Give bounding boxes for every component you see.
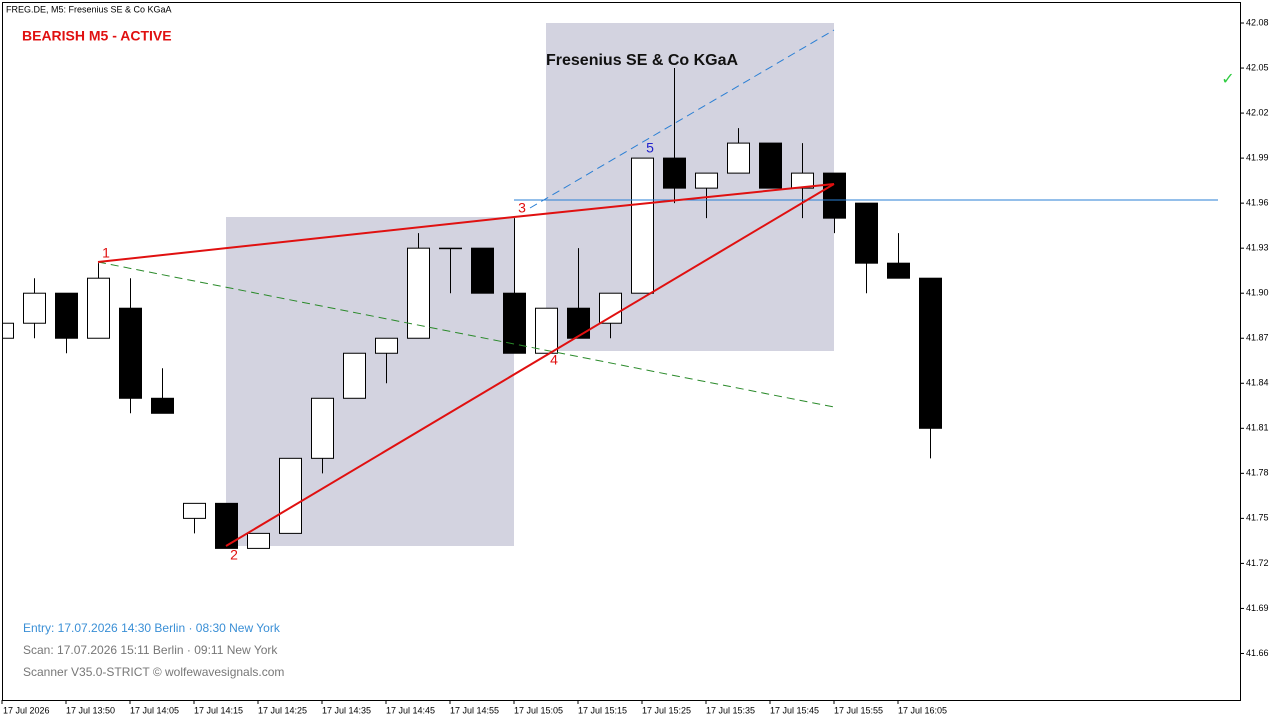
footer-credit: Scanner V35.0-STRICT © wolfewavesignals.… — [23, 665, 284, 679]
y-tick-label: 41.87 — [1246, 333, 1269, 343]
candle-body — [535, 307, 558, 354]
x-tick-label: 17 Jul 2026 — [3, 705, 50, 715]
wave-label: 3 — [518, 200, 526, 216]
candle-body — [503, 292, 526, 354]
x-tick-label: 17 Jul 15:05 — [514, 705, 563, 715]
zone — [226, 217, 514, 546]
overlay-front: 1 2 3 4 5 — [97, 29, 1218, 563]
x-tick-label: 17 Jul 14:05 — [130, 705, 179, 715]
candle-body — [183, 502, 206, 519]
y-tick-label: 41.81 — [1246, 423, 1269, 433]
x-tick-label: 17 Jul 13:50 — [66, 705, 115, 715]
overlay-back — [226, 23, 834, 546]
zone — [546, 23, 834, 351]
x-tick-label: 17 Jul 14:45 — [386, 705, 435, 715]
candle-body — [919, 277, 942, 429]
check-mark: ✓ — [1221, 71, 1234, 88]
candle-body — [23, 292, 46, 324]
trend-line — [97, 261, 835, 408]
x-tick-label: 17 Jul 15:55 — [834, 705, 883, 715]
y-tick-label: 42.02 — [1246, 107, 1269, 117]
candle-body — [887, 262, 910, 279]
y-tick-label: 42.05 — [1246, 62, 1269, 72]
trend-line — [529, 29, 835, 209]
candle-body — [279, 457, 302, 534]
candle-body — [215, 502, 238, 549]
y-tick-label: 41.66 — [1246, 648, 1269, 658]
status: BEARISH M5 - ACTIVE — [22, 28, 172, 44]
candle-body — [119, 307, 142, 399]
candles — [2, 68, 942, 549]
y-tick-label: 42.08 — [1246, 17, 1269, 27]
footer-entry: Entry: 17.07.2026 14:30 Berlin · 08:30 N… — [23, 621, 281, 635]
header: FREG.DE, M5: Fresenius SE & Co KGaA — [6, 4, 172, 14]
y-tick-label: 41.84 — [1246, 378, 1269, 388]
x-tick-label: 17 Jul 15:25 — [642, 705, 691, 715]
candle-body — [439, 247, 462, 250]
x-tick-label: 17 Jul 14:35 — [322, 705, 371, 715]
wave-label: 5 — [646, 140, 654, 156]
plot-border — [2, 2, 1241, 701]
x-tick-label: 17 Jul 14:55 — [450, 705, 499, 715]
candle-body — [311, 397, 334, 459]
wave-label: 4 — [550, 352, 558, 368]
y-tick-label: 41.78 — [1246, 468, 1269, 478]
candle-body — [631, 157, 654, 294]
x-tick-label: 17 Jul 15:15 — [578, 705, 627, 715]
candle-body — [599, 292, 622, 324]
candle-body — [727, 142, 750, 174]
candle-body — [343, 352, 366, 399]
x-tick-label: 17 Jul 14:25 — [258, 705, 307, 715]
y-tick-label: 41.90 — [1246, 288, 1269, 298]
wave-label: 2 — [230, 547, 238, 563]
wave-line — [225, 183, 835, 547]
candle-body — [695, 172, 718, 189]
wave-line — [97, 183, 835, 263]
y-tick-label: 41.96 — [1246, 198, 1269, 208]
candle-body — [151, 397, 174, 414]
candle-body — [407, 247, 430, 339]
y-tick-label: 41.93 — [1246, 243, 1269, 253]
candle-body — [855, 202, 878, 264]
candle-body — [759, 142, 782, 189]
chart-title: Fresenius SE & Co KGaA — [546, 52, 738, 69]
x-tick-label: 17 Jul 14:15 — [194, 705, 243, 715]
x-tick-label: 17 Jul 15:35 — [706, 705, 755, 715]
candle-body — [823, 172, 846, 219]
y-tick-label: 41.75 — [1246, 513, 1269, 523]
x-tick-label: 17 Jul 15:45 — [770, 705, 819, 715]
x-tick-label: 17 Jul 16:05 — [898, 705, 947, 715]
candle-body — [87, 277, 110, 339]
candle-body — [567, 307, 590, 339]
candle-body — [247, 532, 270, 549]
candle-body — [663, 157, 686, 189]
axes: 42.08 42.05 42.02 41.99 41.96 41.93 41.90 41.87… — [1, 17, 1269, 715]
y-tick-label: 41.69 — [1246, 603, 1269, 613]
footer-scan: Scan: 17.07.2026 15:11 Berlin · 09:11 Ne… — [23, 643, 278, 657]
candle-body — [55, 292, 78, 339]
candle-body — [471, 247, 494, 294]
candle-body — [375, 337, 398, 354]
y-tick-label: 41.99 — [1246, 152, 1269, 162]
wave-label: 1 — [102, 245, 110, 261]
y-tick-label: 41.72 — [1246, 558, 1269, 568]
